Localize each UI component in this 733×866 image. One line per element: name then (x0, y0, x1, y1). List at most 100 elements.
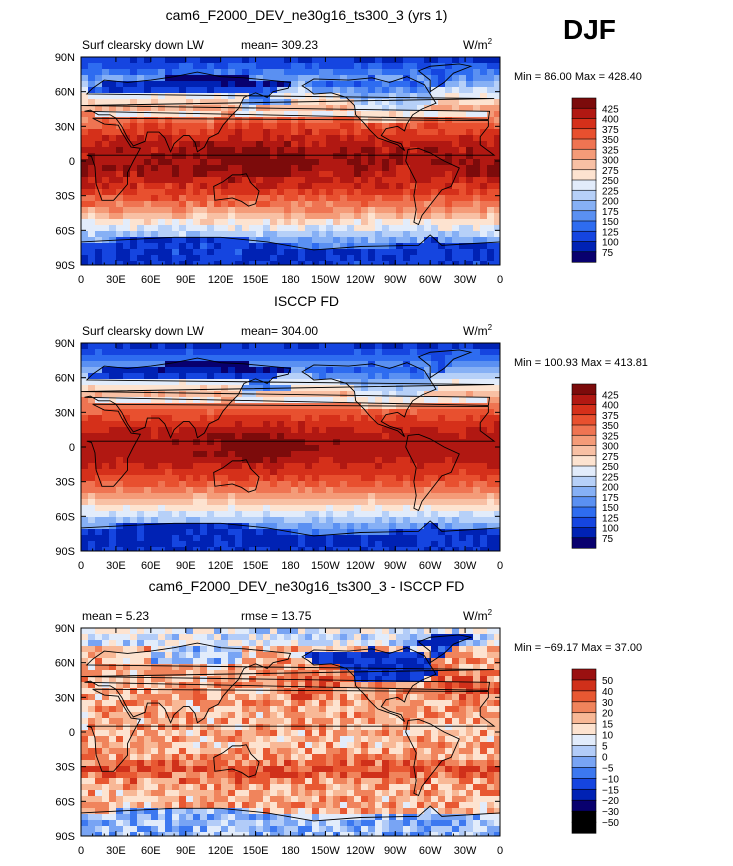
colorbar-box (571, 810, 597, 823)
coastline-southAmerica (405, 718, 460, 797)
y-tick-label: 60N (55, 87, 75, 99)
y-tick-label: 60N (55, 658, 75, 670)
x-tick-label: 30E (106, 845, 126, 857)
field-cells (81, 628, 501, 837)
colorbar-box (571, 424, 597, 436)
x-tick-label: 30E (106, 274, 126, 286)
colorbar-label: 10 (602, 731, 614, 742)
panel-title: ISCCP FD (274, 293, 339, 309)
colorbar-label: 325 (602, 145, 619, 156)
colorbar-box (571, 701, 597, 714)
colorbar-box (571, 97, 597, 109)
left-label: mean = 5.23 (82, 609, 149, 623)
x-tick-label: 180 (281, 560, 299, 572)
y-tick-label: 30N (55, 407, 75, 419)
colorbar-label: −10 (602, 774, 619, 785)
coastline-eurasia (80, 71, 495, 153)
coastline-northAmerica (301, 76, 437, 151)
colorbar-box (571, 220, 597, 232)
y-tick-label: 60S (55, 225, 75, 237)
coastline-africa (86, 688, 496, 772)
coastline-eurasia (80, 642, 495, 724)
colorbar-box (571, 496, 597, 508)
colorbar-label: 125 (602, 227, 619, 238)
colorbar-label: 175 (602, 207, 619, 218)
coastline-northAmerica (301, 362, 437, 437)
colorbar-box (571, 506, 597, 518)
colorbar-box (571, 756, 597, 769)
x-tick-label: 150E (243, 560, 269, 572)
colorbar-box (571, 107, 597, 120)
y-tick-label: 90S (55, 831, 75, 843)
colorbar-box (571, 434, 597, 447)
colorbar-label: 375 (602, 411, 619, 422)
colorbar-label: 300 (602, 156, 619, 167)
x-tick-label: 90E (176, 274, 196, 286)
coastline-antarctica (80, 520, 501, 537)
colorbar-box (571, 712, 597, 725)
colorbar-box (571, 414, 597, 426)
colorbar-label: −15 (602, 785, 619, 796)
colorbar-label: 425 (602, 104, 619, 115)
colorbar-label: 200 (602, 197, 619, 208)
x-tick-label: 150W (311, 560, 340, 572)
center-label: rmse = 13.75 (241, 609, 312, 623)
x-tick-label: 120W (346, 560, 375, 572)
units-label: W/m2 (463, 37, 493, 52)
coastline-antarctica (80, 234, 501, 251)
colorbar-box (571, 690, 597, 703)
colorbar-box (571, 445, 597, 457)
colorbar-box (571, 537, 597, 549)
coastline-australia (213, 459, 260, 493)
y-tick-label: 90N (55, 338, 75, 350)
coastline-eurasia (80, 357, 495, 439)
x-tick-label: 180 (281, 845, 299, 857)
colorbar-box (571, 788, 597, 801)
coastline-australia (213, 173, 260, 207)
y-tick-label: 60S (55, 796, 75, 808)
colorbar-label: 75 (602, 248, 614, 259)
colorbar-box (571, 200, 597, 212)
colorbar-box (571, 148, 597, 161)
x-tick-label: 90E (176, 845, 196, 857)
minmax-label: Min = 100.93 Max = 413.81 (514, 357, 648, 369)
coastline-africa (86, 403, 496, 487)
colorbar-box (571, 475, 597, 488)
x-tick-label: 90W (384, 845, 407, 857)
colorbar-label: 125 (602, 513, 619, 524)
x-tick-label: 150E (243, 845, 269, 857)
x-tick-label: 0 (497, 274, 503, 286)
units-label: W/m2 (463, 608, 493, 623)
colorbar-box (571, 465, 597, 477)
x-tick-label: 0 (78, 274, 84, 286)
season-label: DJF (563, 14, 616, 45)
colorbar-box (571, 734, 597, 747)
panel-obs: ISCCP FD Surf clearsky down LW mean= 304.0… (55, 293, 648, 572)
colorbar-label: 0 (602, 752, 608, 763)
colorbar-label: 275 (602, 166, 619, 177)
colorbar-label: 5 (602, 742, 608, 753)
coastlines (80, 349, 501, 537)
colorbar-box (571, 241, 597, 253)
left-label: Surf clearsky down LW (82, 38, 204, 52)
units-label: W/m2 (463, 323, 493, 338)
x-tick-label: 30W (454, 274, 477, 286)
left-label: Surf clearsky down LW (82, 324, 204, 338)
colorbar-box (571, 393, 597, 406)
colorbar-label: 100 (602, 524, 619, 535)
colorbar-label: −30 (602, 807, 619, 818)
minmax-label: Min = 86.00 Max = 428.40 (514, 71, 642, 83)
colorbar-box (571, 118, 597, 130)
x-tick-label: 60W (419, 560, 442, 572)
x-tick-label: 30W (454, 845, 477, 857)
coastline-northAmerica (301, 647, 437, 722)
colorbar-box (571, 128, 597, 140)
coastlines (80, 63, 501, 251)
colorbar-label: −20 (602, 796, 619, 807)
colorbar-label: −5 (602, 763, 614, 774)
colorbar-label: 200 (602, 483, 619, 494)
colorbar-label: 350 (602, 421, 619, 432)
x-tick-label: 120E (208, 560, 234, 572)
colorbar-label: 175 (602, 493, 619, 504)
